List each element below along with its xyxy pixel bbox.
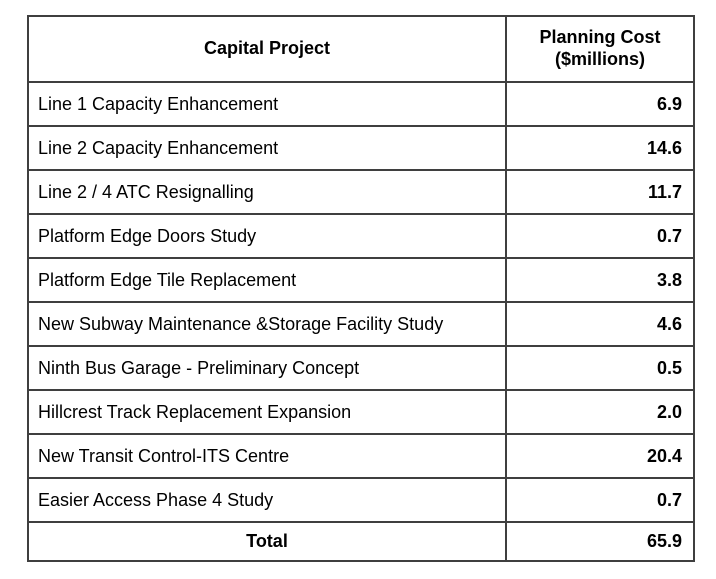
planning-cost-cell: 2.0 <box>505 389 695 435</box>
header-row: Capital Project Planning Cost ($millions… <box>27 15 695 83</box>
table-row: Easier Access Phase 4 Study 0.7 <box>27 477 695 523</box>
planning-cost-cell: 11.7 <box>505 169 695 215</box>
planning-cost-header-line2: ($millions) <box>554 49 645 69</box>
total-row: Total 65.9 <box>27 521 695 562</box>
planning-cost-cell: 4.6 <box>505 301 695 347</box>
project-name-cell: New Transit Control-ITS Centre <box>27 433 507 479</box>
planning-cost-cell: 20.4 <box>505 433 695 479</box>
project-name-cell: New Subway Maintenance &Storage Facility… <box>27 301 507 347</box>
project-name-cell: Hillcrest Track Replacement Expansion <box>27 389 507 435</box>
project-name-cell: Line 2 Capacity Enhancement <box>27 125 507 171</box>
project-name-cell: Platform Edge Doors Study <box>27 213 507 259</box>
table-row: New Subway Maintenance &Storage Facility… <box>27 301 695 347</box>
planning-cost-cell: 0.7 <box>505 213 695 259</box>
table-row: Line 1 Capacity Enhancement 6.9 <box>27 81 695 127</box>
table-row: Line 2 Capacity Enhancement 14.6 <box>27 125 695 171</box>
project-name-cell: Line 1 Capacity Enhancement <box>27 81 507 127</box>
total-label: Total <box>27 521 507 562</box>
project-name-cell: Line 2 / 4 ATC Resignalling <box>27 169 507 215</box>
planning-cost-cell: 14.6 <box>505 125 695 171</box>
project-name-cell: Easier Access Phase 4 Study <box>27 477 507 523</box>
table-row: Platform Edge Tile Replacement 3.8 <box>27 257 695 303</box>
table-row: Hillcrest Track Replacement Expansion 2.… <box>27 389 695 435</box>
project-name-cell: Ninth Bus Garage - Preliminary Concept <box>27 345 507 391</box>
project-name-cell: Platform Edge Tile Replacement <box>27 257 507 303</box>
planning-cost-cell: 0.7 <box>505 477 695 523</box>
table-row: Platform Edge Doors Study 0.7 <box>27 213 695 259</box>
table-row: New Transit Control-ITS Centre 20.4 <box>27 433 695 479</box>
planning-cost-cell: 3.8 <box>505 257 695 303</box>
planning-cost-cell: 0.5 <box>505 345 695 391</box>
table-row: Ninth Bus Garage - Preliminary Concept 0… <box>27 345 695 391</box>
planning-cost-header-line1: Planning Cost <box>539 27 661 48</box>
capital-projects-table: Capital Project Planning Cost ($millions… <box>27 15 695 562</box>
total-cost-cell: 65.9 <box>505 521 695 562</box>
column-header-capital-project: Capital Project <box>27 15 507 83</box>
table-row: Line 2 / 4 ATC Resignalling 11.7 <box>27 169 695 215</box>
column-header-planning-cost: Planning Cost ($millions) <box>505 15 695 83</box>
planning-cost-cell: 6.9 <box>505 81 695 127</box>
